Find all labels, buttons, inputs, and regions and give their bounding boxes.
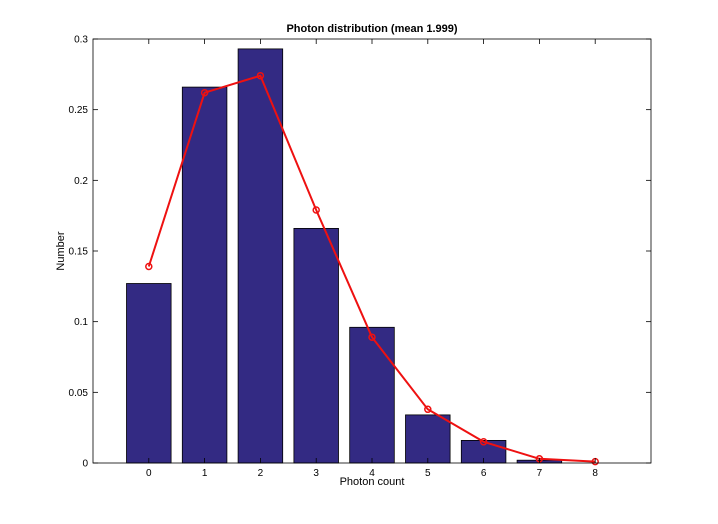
y-tick-label: 0 (82, 459, 88, 470)
bar-2 (237, 48, 284, 464)
axes-layer: 0 1 2 3 4 5 6 7 8 0 0.05 0.1 0.15 0.2 0.25 0.3 (69, 35, 652, 479)
y-tick-label: 0.3 (74, 35, 88, 46)
line-layer (145, 71, 599, 466)
x-tick-label: 6 (481, 468, 487, 479)
chart-title: Photon distribution (mean 1.999) (286, 23, 457, 35)
bar-4 (349, 326, 395, 464)
bar-3 (293, 227, 339, 464)
y-axis-label: Number (55, 231, 67, 270)
bar-1 (181, 86, 228, 464)
x-tick-label: 2 (258, 468, 264, 479)
y-tick-label: 0.15 (69, 247, 89, 258)
y-tick-label: 0.1 (74, 317, 88, 328)
fit-point-3 (312, 206, 320, 214)
fit-point-0 (145, 262, 153, 271)
fit-point-1 (200, 88, 209, 97)
fit-point-6 (479, 438, 488, 446)
y-tick-label: 0.25 (69, 105, 89, 116)
bar-5 (405, 414, 451, 464)
fit-point-2 (256, 71, 265, 80)
x-tick-label: 3 (313, 468, 319, 479)
x-tick-label: 0 (146, 468, 152, 479)
x-tick-label: 8 (592, 468, 598, 479)
bars-layer (126, 48, 563, 464)
x-tick-label: 5 (425, 468, 431, 479)
x-axis-label: Photon count (340, 476, 405, 488)
bar-0 (126, 283, 172, 464)
x-tick-label: 1 (202, 468, 208, 479)
x-tick-label: 4 (369, 468, 375, 479)
fit-point-5 (424, 405, 432, 414)
fit-line (147, 74, 596, 463)
fit-point-4 (368, 333, 376, 341)
x-tick-label: 7 (537, 468, 543, 479)
y-tick-label: 0.2 (74, 176, 88, 187)
y-tick-label: 0.05 (69, 388, 89, 399)
